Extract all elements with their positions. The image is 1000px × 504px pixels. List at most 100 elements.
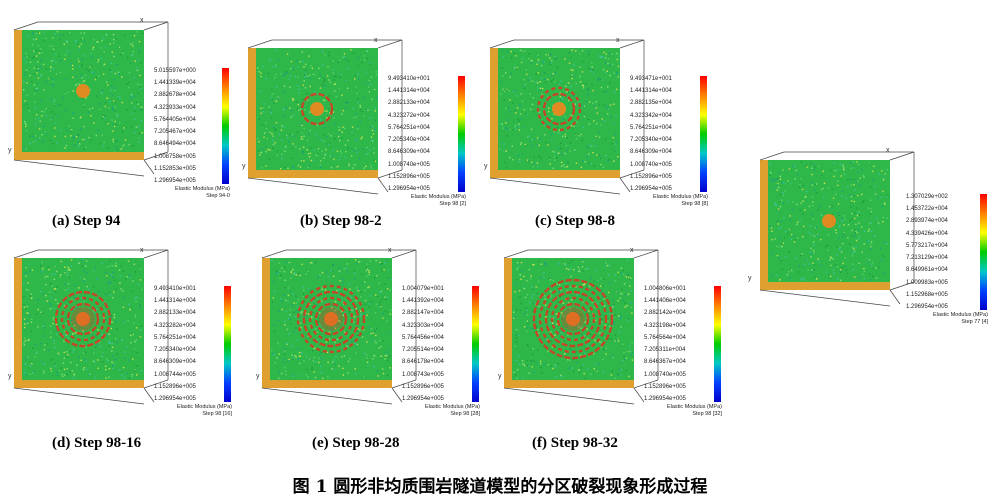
tunnel-excavation — [822, 214, 836, 228]
colorbar-tick-label: 1.004806e+001 — [644, 286, 686, 292]
fracture-ring — [300, 92, 334, 126]
colorbar-tick-label: 8.646309e+004 — [630, 149, 672, 156]
model-side-left — [262, 258, 270, 388]
colorbar-ticks: 1.004806e+001 1.441406e+004 2.882142e+004 4… — [644, 286, 702, 402]
step-label: Step 77 [4] — [961, 319, 988, 325]
model-side-left — [504, 258, 512, 388]
heterogeneity-speckles — [271, 259, 392, 380]
colorbar-tick-label: 1.453722e+004 — [906, 206, 948, 213]
colorbar-tick-label: 1.441314e+004 — [630, 88, 672, 95]
step-label: Step 98 [8] — [681, 201, 708, 207]
step-label: Step 98 [16] — [202, 411, 232, 417]
bounding-box — [247, 39, 403, 195]
colorbar-tick-label: 1.152896e+005 — [388, 173, 430, 180]
colorbar-tick-label: 9.493410e+001 — [154, 286, 196, 292]
caption-d: (d) Step 98-16 — [52, 435, 142, 451]
colorbar-tick-label: 1.008758e+005 — [154, 153, 196, 160]
tunnel-excavation — [310, 102, 324, 116]
step-label: Step 98 [32] — [692, 411, 722, 417]
colorbar-tick-label: 8.646309e+004 — [388, 149, 430, 156]
heterogeneity-speckles — [257, 49, 378, 170]
colorbar-tick-label: 8.646367e+004 — [644, 359, 686, 366]
fracture-ring — [66, 302, 100, 336]
panel-b: x y 9.493410e+001 1.441314e+004 2.882133e+00… — [238, 37, 478, 208]
colorbar-label: Elastic Modulus (MPa) — [932, 312, 988, 318]
fracture-ring — [60, 296, 106, 342]
colorbar-tick-label: 1.441314e+004 — [388, 88, 430, 95]
colorbar-tick-label: 4.323198e+004 — [644, 322, 686, 329]
model-side-bottom — [262, 380, 392, 388]
colorbar-tick-label: 1.008740e+005 — [388, 161, 430, 168]
colorbar-tick-label: 1.008744e+005 — [154, 371, 196, 378]
colorbar-tick-label: 5.764251e+004 — [388, 124, 430, 131]
fracture-ring — [556, 302, 590, 336]
colorbar-tick-label: 9.493471e+001 — [630, 76, 672, 82]
colorbar-tick-label: 1.441392e+004 — [402, 298, 444, 305]
colorbar-ticks: 1.307029e+002 1.453722e+004 2.893974e+004 4… — [906, 194, 964, 310]
colorbar-tick-label: 4.339426e+004 — [906, 230, 948, 237]
step-label: Step 98 [2] — [439, 201, 466, 207]
colorbar-tick-label: 5.764251e+004 — [630, 124, 672, 131]
fracture-core — [319, 307, 343, 331]
colorbar-tick-label: 1.441339e+004 — [154, 80, 196, 87]
fracture-ring — [296, 284, 366, 354]
panel-f: x y 1.004806e+001 1.441406e+004 2.882142e+00… — [494, 247, 734, 418]
colorbar-tick-label: 1.441406e+004 — [644, 298, 686, 305]
fracture-ring — [538, 284, 608, 354]
colorbar-tick-label: 4.323933e+004 — [154, 104, 196, 111]
colorbar-tick-label: 5.764251e+004 — [154, 334, 196, 341]
colorbar-tick-label: 1.008743e+005 — [402, 371, 444, 378]
colorbar — [472, 286, 479, 402]
model-side-left — [14, 258, 22, 388]
colorbar-tick-label: 1.307029e+002 — [906, 194, 948, 200]
colorbar-ticks: 9.493410e+001 1.441314e+004 2.882133e+004 4… — [154, 286, 212, 402]
colorbar-tick-label: 1.296954e+005 — [906, 304, 948, 310]
colorbar-label: Elastic Modulus (MPa) — [424, 404, 480, 410]
model-view: xy — [498, 247, 659, 405]
panel-a: x y 5.015597e+000 1.441339e+004 2.882678e+00… — [4, 10, 244, 210]
colorbar-tick-label: 1.009983e+005 — [906, 279, 948, 286]
bounding-box — [261, 249, 417, 405]
colorbar-label: Elastic Modulus (MPa) — [174, 186, 230, 192]
fracture-ring — [54, 290, 112, 348]
colorbar-tick-label: 2.882147e+004 — [402, 310, 444, 317]
model-view: xy — [8, 247, 169, 405]
fracture-ring — [544, 290, 602, 348]
axis-label-y: y — [242, 163, 246, 170]
colorbar-tick-label: 7.205514e+004 — [402, 347, 444, 354]
colorbar-tick-label: 7.205340e+004 — [630, 137, 672, 144]
model-view: xy — [242, 37, 403, 195]
colorbar-tick-label: 8.646309e+004 — [154, 359, 196, 366]
colorbar-tick-label: 1.152896e+005 — [644, 383, 686, 390]
colorbar — [980, 194, 987, 310]
colorbar-tick-label: 1.296954e+005 — [154, 178, 196, 184]
colorbar-label: Elastic Modulus (MPa) — [666, 404, 722, 410]
axis-label-x: x — [886, 147, 890, 154]
tunnel-excavation — [76, 84, 90, 98]
colorbar — [700, 76, 707, 192]
colorbar-label: Elastic Modulus (MPa) — [176, 404, 232, 410]
heterogeneity-speckles — [23, 31, 144, 151]
colorbar-tick-label: 8.646178e+004 — [402, 359, 444, 366]
colorbar-tick-label: 1.152896e+005 — [154, 383, 196, 390]
tunnel-excavation — [552, 102, 566, 116]
model-side-bottom — [14, 380, 144, 388]
colorbar-label: Elastic Modulus (MPa) — [410, 194, 466, 200]
step-label: Step 94-0 — [206, 193, 230, 199]
colorbar-tick-label: 4.323303e+004 — [402, 322, 444, 329]
fracture-ring — [536, 86, 582, 132]
colorbar-ticks: 9.493471e+001 1.441314e+004 2.882135e+004 4… — [630, 76, 688, 192]
colorbar-tick-label: 1.296954e+005 — [644, 396, 686, 402]
colorbar-tick-label: 1.152853e+005 — [154, 165, 196, 172]
colorbar-tick-label: 7.213129e+004 — [906, 255, 948, 262]
colorbar-tick-label: 5.773217e+004 — [906, 242, 948, 249]
caption-a: (a) Step 94 — [52, 213, 121, 229]
colorbar-tick-label: 7.205340e+004 — [388, 137, 430, 144]
caption-b: (b) Step 98-2 — [300, 213, 382, 229]
colorbar-tick-label: 1.008740e+005 — [644, 371, 686, 378]
model-side-left — [760, 160, 768, 290]
colorbar — [224, 286, 231, 402]
model-side-left — [248, 48, 256, 178]
axis-label-y: y — [748, 275, 752, 282]
model-side-left — [490, 48, 498, 178]
